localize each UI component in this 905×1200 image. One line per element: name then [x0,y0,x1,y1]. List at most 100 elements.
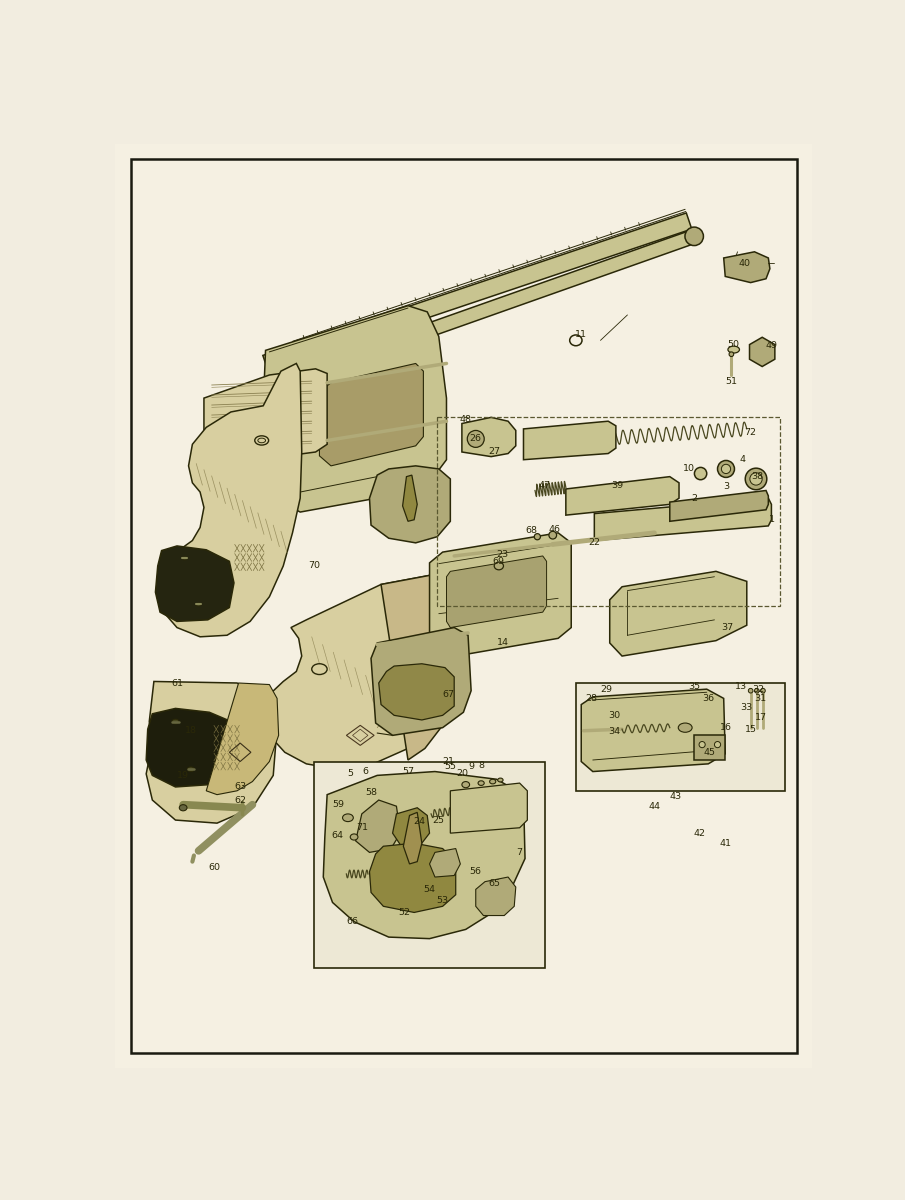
Text: 38: 38 [751,472,764,481]
Text: 29: 29 [601,685,613,694]
Bar [437,418,780,606]
Ellipse shape [685,227,703,246]
Text: 46: 46 [548,524,560,534]
Polygon shape [381,574,463,760]
Polygon shape [403,475,417,521]
Text: 25: 25 [433,816,444,824]
Ellipse shape [179,805,187,811]
Ellipse shape [748,689,753,694]
Text: 70: 70 [308,560,320,570]
Polygon shape [157,364,301,637]
Ellipse shape [467,431,484,448]
Text: 18: 18 [185,726,197,736]
Text: 52: 52 [398,908,410,917]
Ellipse shape [694,467,707,480]
Polygon shape [581,689,725,772]
Ellipse shape [182,557,187,559]
Text: 14: 14 [497,638,509,648]
Polygon shape [595,498,771,540]
Ellipse shape [760,689,766,694]
Ellipse shape [728,346,739,353]
Polygon shape [670,491,768,521]
Ellipse shape [718,461,735,478]
Text: 53: 53 [436,895,449,905]
Text: 62: 62 [234,796,246,804]
Polygon shape [147,682,277,823]
Text: 24: 24 [414,817,425,826]
Ellipse shape [494,562,503,570]
Text: 43: 43 [670,792,682,802]
Ellipse shape [721,464,730,474]
Ellipse shape [729,352,734,356]
Polygon shape [204,368,327,479]
Text: 5: 5 [348,769,353,779]
Polygon shape [430,848,461,877]
Ellipse shape [350,834,358,840]
Ellipse shape [699,742,705,748]
Text: 21: 21 [442,757,454,766]
Text: 6: 6 [363,767,368,776]
Ellipse shape [498,778,503,782]
Text: 39: 39 [612,481,624,490]
Text: 1: 1 [769,515,776,524]
Text: 50: 50 [728,340,739,349]
Text: 11: 11 [576,330,587,340]
Text: 72: 72 [744,428,756,437]
Polygon shape [694,736,725,760]
Ellipse shape [714,742,720,748]
Text: 4: 4 [740,455,746,464]
Polygon shape [566,476,679,515]
Text: 56: 56 [470,868,481,876]
Text: 7: 7 [517,848,523,857]
Polygon shape [271,229,697,392]
Polygon shape [265,574,462,769]
Ellipse shape [745,468,767,490]
Polygon shape [749,337,775,366]
Text: 10: 10 [683,464,695,474]
Text: 66: 66 [347,917,358,926]
Text: 49: 49 [766,341,777,350]
Text: 26: 26 [470,433,481,443]
Text: 47: 47 [538,481,550,490]
Ellipse shape [462,781,470,787]
Text: 33: 33 [740,703,753,712]
Ellipse shape [755,689,759,694]
Text: 32: 32 [752,685,765,694]
Polygon shape [369,466,451,542]
Ellipse shape [187,767,195,772]
Text: 42: 42 [693,829,705,838]
Polygon shape [369,844,456,912]
Polygon shape [263,306,446,512]
Polygon shape [610,571,747,656]
Text: 68: 68 [525,526,538,535]
Text: 51: 51 [726,377,738,385]
Text: 27: 27 [488,448,500,456]
Text: 31: 31 [754,694,766,703]
Text: 67: 67 [442,690,454,700]
Polygon shape [356,800,400,852]
Text: 30: 30 [608,710,621,720]
Text: 9: 9 [468,762,474,772]
Text: 23: 23 [497,550,509,559]
Ellipse shape [195,602,201,606]
Text: 28: 28 [586,694,597,703]
Text: 16: 16 [720,724,732,732]
Ellipse shape [172,719,179,724]
Text: 8: 8 [478,761,484,770]
Polygon shape [206,683,279,794]
Text: 71: 71 [356,823,367,833]
Text: 13: 13 [735,683,747,691]
Text: 2: 2 [691,493,698,503]
Polygon shape [724,252,770,282]
Polygon shape [371,628,472,736]
Ellipse shape [750,473,762,485]
Text: 22: 22 [588,539,600,547]
Text: 57: 57 [402,767,414,776]
Bar [314,762,545,968]
Text: 19: 19 [177,770,189,780]
Text: 55: 55 [444,762,456,770]
Ellipse shape [678,724,692,732]
Polygon shape [446,556,547,628]
Text: 54: 54 [424,884,435,894]
Text: 44: 44 [648,802,661,811]
